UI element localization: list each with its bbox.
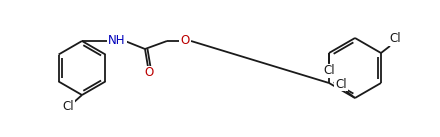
Text: O: O [180,35,190,48]
Text: Cl: Cl [389,32,401,45]
Text: Cl: Cl [323,65,335,78]
Text: NH: NH [108,35,126,48]
Text: O: O [144,66,154,79]
Text: Cl: Cl [335,78,347,91]
Text: Cl: Cl [62,101,74,113]
